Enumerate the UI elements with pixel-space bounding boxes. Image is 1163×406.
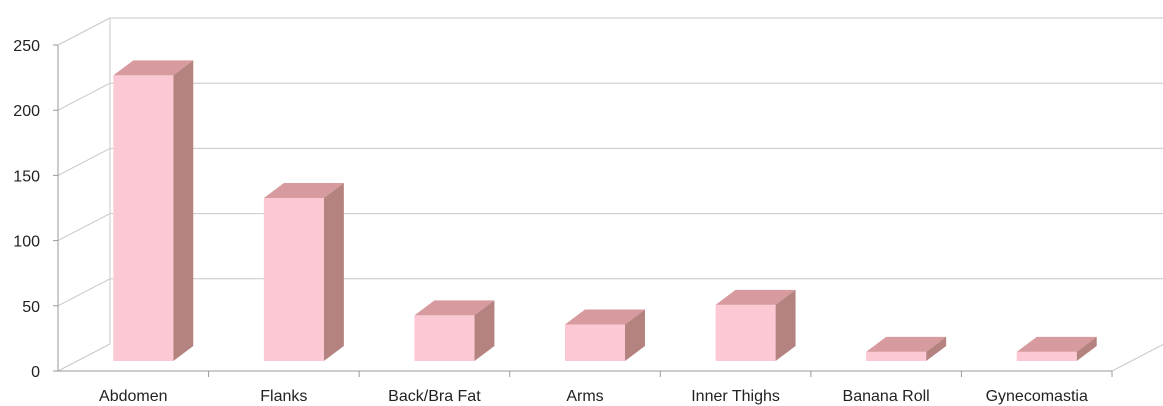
- axes: [53, 44, 1163, 377]
- bar-side-face: [173, 60, 194, 361]
- bar: [1016, 336, 1097, 361]
- gridline-depth: [57, 147, 111, 176]
- gridline-depth: [57, 82, 111, 111]
- bar-side-face: [775, 289, 796, 361]
- bar: [565, 309, 645, 361]
- bar-top-face: [414, 300, 495, 316]
- bar-top-face: [263, 183, 344, 198]
- bar-side-face: [926, 336, 947, 361]
- bar: [113, 60, 194, 361]
- x-category-label: Abdomen: [99, 388, 168, 405]
- x-category-label: Inner Thighs: [691, 388, 780, 405]
- bar-front-face: [414, 315, 475, 361]
- bar-front-face: [263, 198, 324, 361]
- floor-right-edge: [1111, 343, 1163, 372]
- bar-side-face: [1076, 336, 1097, 361]
- bar: [263, 183, 344, 361]
- x-category-label: Gynecomastia: [986, 388, 1088, 405]
- bar-top-face: [565, 309, 645, 325]
- gridline-depth: [57, 278, 111, 307]
- bar: [866, 336, 947, 361]
- bar: [414, 300, 495, 361]
- y-tick-label: 50: [22, 299, 40, 316]
- bar-side-face: [474, 300, 495, 361]
- x-axis-category-labels: Abdomen Flanks Back/Bra Fat Arms Inner Thigh…: [99, 388, 1088, 405]
- bar-top-face: [715, 289, 796, 305]
- y-tick-label: 200: [13, 103, 40, 120]
- gridline-depth: [57, 17, 111, 46]
- y-axis-tick-labels: 0 50 100 150 200 250: [13, 38, 40, 381]
- y-tick-label: 150: [13, 168, 40, 185]
- bar-top-face: [1016, 336, 1097, 352]
- bar-side-face: [323, 183, 344, 361]
- gridline-depth: [57, 343, 111, 372]
- bar: [715, 289, 796, 361]
- x-category-label: Back/Bra Fat: [388, 388, 481, 405]
- bar-top-face: [113, 60, 194, 76]
- y-tick-label: 250: [13, 38, 40, 55]
- gridline-depth: [57, 213, 111, 242]
- x-category-label: Arms: [566, 388, 603, 405]
- bar-front-face: [113, 75, 174, 361]
- y-tick-label: 0: [31, 364, 40, 381]
- x-category-label: Flanks: [260, 388, 307, 405]
- bars: [113, 60, 1097, 361]
- bar-side-face: [625, 309, 645, 361]
- bar-front-face: [715, 304, 776, 361]
- bar-top-face: [866, 336, 947, 352]
- x-category-label: Banana Roll: [843, 388, 930, 405]
- bar-front-face: [1016, 351, 1077, 361]
- bar-front-face: [866, 351, 927, 361]
- y-tick-label: 100: [13, 234, 40, 251]
- bar-front-face: [565, 324, 625, 361]
